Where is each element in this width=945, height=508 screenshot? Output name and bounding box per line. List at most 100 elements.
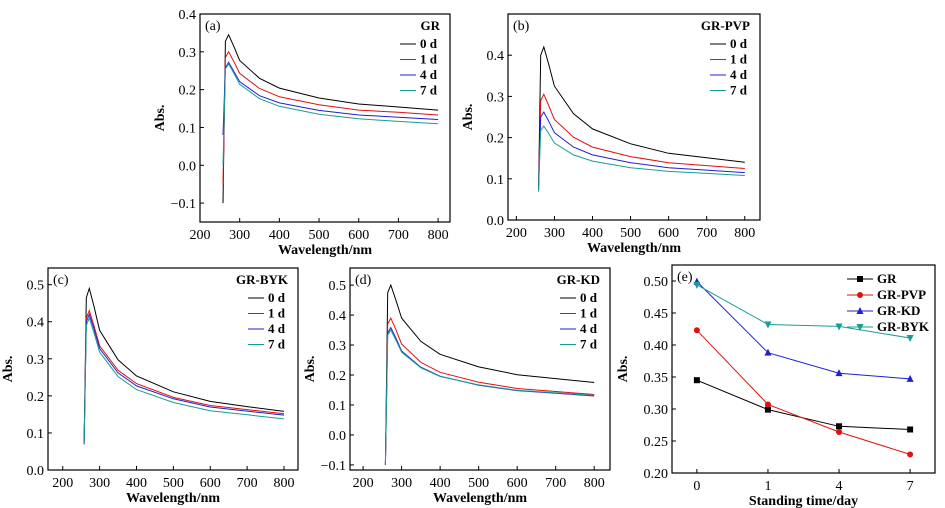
series-line-0d (384, 283, 595, 465)
x-tick-label: 600 (200, 476, 221, 491)
plot-frame (671, 264, 936, 474)
x-tick-label: 800 (734, 226, 755, 241)
series-line-GR-KD (696, 281, 911, 380)
x-tick-label: 700 (388, 228, 409, 243)
panel-d: 200 300 400 500 600 700 800 −0.1 0.0 0.1 0.2 0.3 0.4… (303, 267, 611, 506)
series-line-0d (83, 286, 285, 445)
series-line-GR (696, 379, 911, 430)
y-axis-label: Abs. (461, 104, 476, 131)
y-tick-label: 0.25 (644, 435, 669, 450)
x-tick-label: 700 (696, 226, 717, 241)
data-point-GR-KD (906, 374, 914, 382)
x-tick-label: 4 (836, 479, 843, 494)
series-line-4d (384, 326, 595, 465)
x-tick-label: 800 (428, 228, 449, 243)
x-tick-label: 500 (620, 226, 641, 241)
x-tick-label: 1 (764, 479, 771, 494)
x-tick-label: 400 (269, 228, 290, 243)
y-tick-label: 0.0 (27, 464, 45, 479)
legend-label: 4 d (580, 321, 598, 336)
data-point-GR (907, 426, 914, 433)
x-tick-label: 300 (391, 476, 412, 491)
legend-label: 1 d (580, 306, 598, 321)
series-line-GR-BYK (696, 284, 911, 339)
x-axis-label: Wavelength/nm (126, 491, 220, 506)
plot-frame (507, 13, 761, 221)
legend-label: 4 d (268, 321, 286, 336)
y-axis-label: Abs. (153, 105, 168, 132)
series-line-0d (222, 33, 439, 204)
series-line-1d (83, 309, 285, 445)
series-line-7d (538, 125, 745, 192)
y-tick-label: −0.1 (321, 459, 346, 474)
y-tick-label: 0.1 (329, 399, 347, 414)
legend-label: 1 d (420, 52, 438, 67)
data-point-GR-PVP (836, 429, 843, 436)
legend-label: 1 d (730, 52, 748, 67)
y-tick-label: 0.2 (179, 84, 197, 99)
legend-label: 7 d (268, 337, 286, 352)
panel-e: 0 1 4 7 0.20 0.25 0.30 0.35 0.40 0.45 0.50 Standing… (616, 264, 936, 508)
y-tick-label: 0.4 (329, 309, 347, 324)
data-point-GR-BYK (906, 334, 914, 342)
series-line-1d (384, 316, 595, 465)
y-tick-label: 0.45 (644, 307, 669, 322)
series-line-4d (222, 61, 439, 136)
x-tick-label: 7 (907, 479, 914, 494)
x-tick-label: 0 (693, 479, 700, 494)
legend-label: 7 d (580, 337, 598, 352)
y-tick-label: 0.5 (329, 279, 347, 294)
series-line-7d (384, 328, 595, 465)
legend-title: GR-PVP (701, 18, 750, 33)
x-tick-label: 500 (163, 476, 184, 491)
data-point-GR (764, 406, 771, 413)
plot-frame (349, 267, 611, 471)
data-point-GR (693, 377, 700, 384)
x-axis-label: Wavelength/nm (587, 241, 681, 256)
legend-marker (857, 292, 863, 298)
series-line-7d (83, 316, 285, 445)
x-axis-label: Wavelength/nm (278, 243, 372, 258)
x-tick-label: 200 (353, 476, 374, 491)
y-tick-label: 0.35 (644, 371, 669, 386)
y-tick-label: 0.20 (644, 467, 669, 482)
series-line-0d (538, 45, 745, 192)
legend-label: 0 d (730, 36, 748, 51)
panel-b: 200 300 400 500 600 700 800 0.0 0.1 0.2 0.3 0.4 Wave… (461, 13, 761, 256)
x-axis-label: Standing time/day (749, 494, 858, 508)
series-line-1d (538, 93, 745, 192)
y-tick-label: 0.1 (179, 121, 197, 136)
y-axis-label: Abs. (616, 356, 631, 383)
series-line-GR-PVP (696, 329, 911, 455)
y-tick-label: 0.4 (27, 316, 45, 331)
legend-label: GR-BYK (877, 319, 930, 334)
x-tick-label: 300 (229, 228, 250, 243)
y-tick-label: 0.2 (329, 369, 347, 384)
legend-label: 0 d (268, 290, 286, 305)
x-tick-label: 400 (126, 476, 147, 491)
data-point-GR-KD (835, 369, 843, 377)
y-tick-label: 0.1 (27, 427, 45, 442)
y-tick-label: 0.3 (329, 339, 347, 354)
x-tick-label: 300 (544, 226, 565, 241)
data-point-GR (836, 423, 843, 430)
legend-label: 7 d (730, 83, 748, 98)
y-tick-label: −0.1 (171, 197, 196, 212)
x-tick-label: 700 (545, 476, 566, 491)
panel-a: 200 300 400 500 600 700 800 −0.1 0.0 0.1 0.2 0.3 0.4… (153, 8, 451, 258)
data-point-GR-PVP (907, 451, 914, 458)
y-tick-label: 0.3 (487, 90, 505, 105)
data-point-GR-PVP (693, 327, 700, 334)
x-tick-label: 300 (89, 476, 110, 491)
legend-marker (857, 276, 863, 282)
y-tick-label: 0.3 (179, 46, 197, 61)
y-tick-label: 0.0 (329, 429, 347, 444)
legend-label: 4 d (730, 67, 748, 82)
panel-c: 200 300 400 500 600 700 800 0.0 0.1 0.2 0.3 0.4 0.5 W… (1, 267, 299, 506)
series-line-4d (538, 111, 745, 192)
y-tick-label: 0.30 (644, 403, 669, 418)
legend-title: GR (421, 18, 441, 33)
x-axis-label: Wavelength/nm (433, 491, 527, 506)
